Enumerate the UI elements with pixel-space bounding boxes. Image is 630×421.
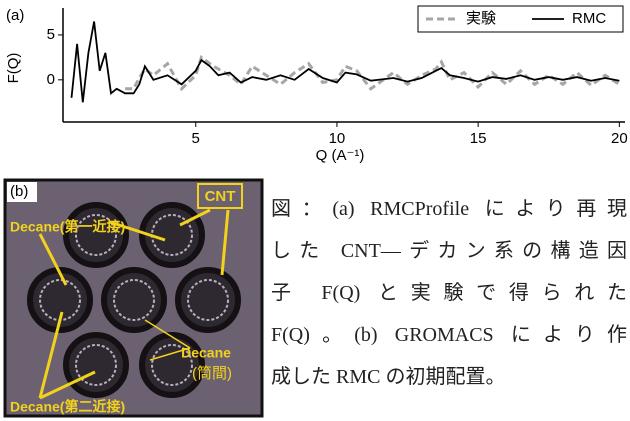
annotation: Decane	[181, 345, 231, 361]
panel-label: (a)	[6, 7, 24, 24]
x-tick-label: 15	[470, 130, 487, 147]
x-tick-label: 5	[192, 130, 200, 147]
annotation: Decane(第二近接)	[10, 399, 125, 415]
y-tick-label: 5	[47, 26, 55, 43]
x-tick-label: 20	[611, 130, 628, 147]
annotation: (筒間)	[192, 365, 232, 382]
y-axis-label: F(Q)	[5, 53, 22, 84]
caption-line: 図：(a) RMCProfile により再現	[271, 198, 627, 220]
caption-line: 子 F(Q) と実験で得られた	[271, 282, 627, 304]
x-axis-label: Q (A⁻¹)	[316, 147, 365, 164]
caption-line: した CNT―デカン系の構造因	[271, 240, 627, 262]
annotation: Decane(第一近接)	[10, 219, 125, 235]
caption: 図：(a) RMCProfile により再現 した CNT―デカン系の構造因子 F…	[271, 188, 627, 398]
simulation-image: (b) CNT Decane(第一近接) Decane (筒間) Decane(…	[3, 178, 264, 418]
legend-label: 実験	[466, 10, 496, 27]
x-tick-label: 10	[329, 130, 346, 147]
data-line	[70, 21, 620, 103]
caption-line: 成した RMC の初期配置。	[271, 366, 506, 388]
annotation: CNT	[205, 188, 236, 205]
legend-label: RMC	[572, 10, 606, 27]
data-line	[125, 54, 621, 92]
y-tick-label: 0	[47, 71, 55, 88]
caption-line: F(Q)。(b) GROMACS により作	[271, 324, 627, 346]
panel-label: (b)	[10, 183, 28, 200]
